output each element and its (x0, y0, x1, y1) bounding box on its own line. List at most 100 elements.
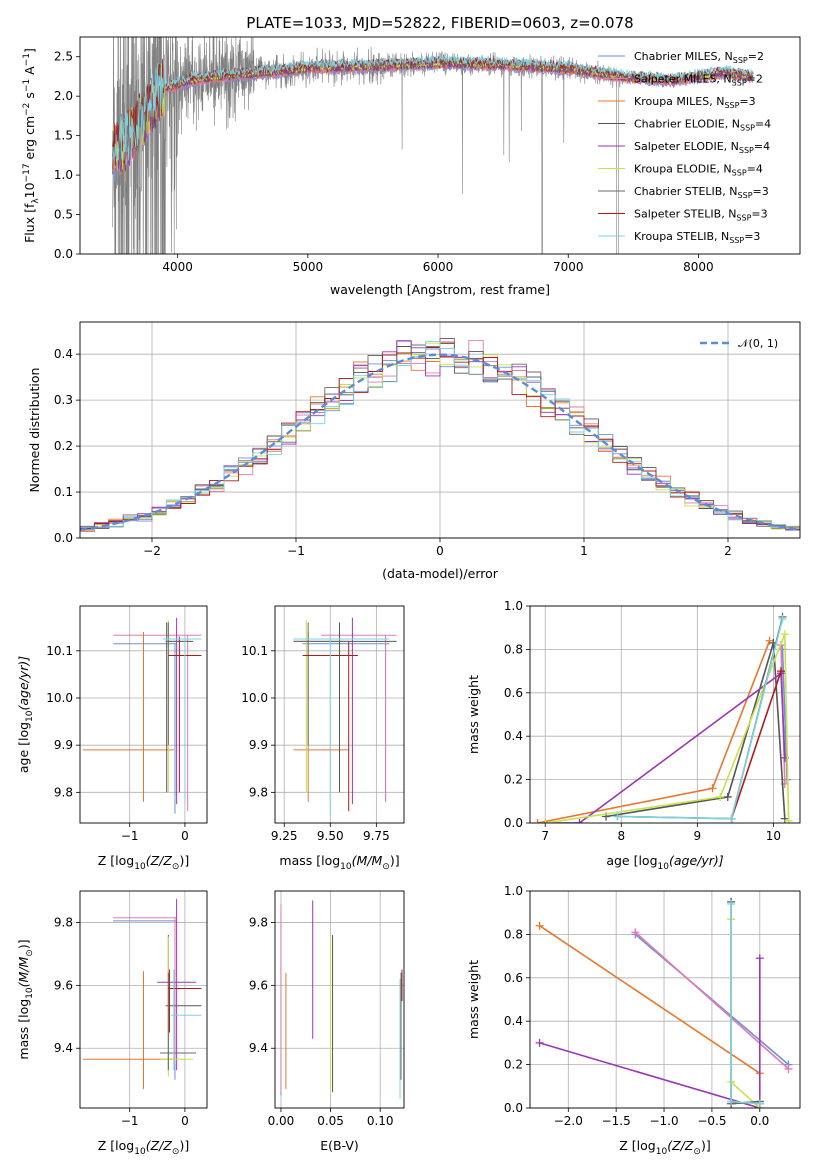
y-axis-label-part: mass [log (16, 999, 31, 1060)
legend-entry-n: =3 (744, 230, 760, 243)
y-tick-label: 0.6 (504, 686, 523, 700)
y-tick-label: 0.4 (504, 1014, 523, 1028)
legend-entry-label: Kroupa STELIB, N (634, 230, 729, 243)
gaussian-curve (80, 353, 798, 532)
x-axis-label-part: (Z/Z (146, 1138, 173, 1153)
weight-marker-chabrier_elodie (723, 792, 732, 801)
mass-vs-ebv-panel: 0.00 0.05 0.10 9.4 9.6 9.8 E(B-V) (249, 890, 405, 1153)
y-axis-label: mass weight (466, 675, 481, 754)
plot-area (82, 617, 202, 814)
y-tick-label: 0.0 (504, 1101, 523, 1115)
x-axis-label-part: 10 (656, 1147, 668, 1157)
x-axis-label-part: ⊙ (693, 1147, 701, 1157)
x-axis-label: Z [log10(Z/Z⊙)] (619, 1138, 710, 1157)
y-axis-label-part: −1 (22, 79, 32, 92)
axes-frame (79, 605, 208, 824)
y-axis-label-part: −1 (22, 53, 32, 66)
x-tick-label: 7 (541, 829, 549, 843)
weight-line-kroupa_stelib (617, 618, 784, 820)
model-spectrum-chabrier_stelib (112, 56, 754, 175)
y-tick-label: 0.8 (504, 927, 523, 941)
x-tick-label: 0 (181, 1114, 189, 1128)
x-axis-label-part: age [log (606, 853, 657, 868)
legend-entry-label: Kroupa ELODIE, N (634, 163, 732, 176)
weight-vs-metallicity-panel: −2.0 −1.5 −1.0 −0.5 0.0 0.0 0.2 0.4 0.6 0.8 1.0 Z [… (466, 884, 801, 1157)
axes-frame (274, 890, 405, 1109)
y-tick-label: 9.4 (249, 1041, 268, 1055)
y-tick-label: 0.4 (54, 347, 73, 361)
x-axis-label: Z [log10(Z/Z⊙)] (98, 1138, 189, 1157)
weight-marker-salpeter_miles (631, 928, 640, 937)
weight-marker-kroupa_stelib (778, 615, 787, 624)
y-tick-label: 10.1 (241, 644, 268, 658)
legend-entry-sub: SSP (724, 101, 739, 110)
x-tick-label: 0.0 (750, 1114, 769, 1128)
x-tick-label: 4000 (162, 260, 193, 274)
x-tick-label: 9 (694, 829, 702, 843)
y-tick-label: 9.8 (249, 785, 268, 799)
x-tick-label: 0 (181, 829, 189, 843)
plot-area (80, 338, 800, 532)
x-tick-label: 0.05 (317, 1114, 344, 1128)
x-tick-label: 6000 (423, 260, 454, 274)
x-tick-label: 2 (724, 544, 732, 558)
weight-line-kroupa_elodie (545, 633, 790, 823)
weight-line-kroupa_miles (537, 640, 771, 823)
x-tick-label: −1 (121, 1114, 139, 1128)
weight-line-kroupa_miles (539, 925, 761, 1074)
y-tick-label: 0.0 (54, 247, 73, 261)
x-tick-label: 10 (766, 829, 781, 843)
legend-entry-n: =4 (754, 140, 770, 153)
x-axis-label-part: ⊙ (172, 1147, 180, 1157)
plot-area (82, 898, 202, 1090)
model-spectrum-kroupa_stelib (112, 55, 754, 166)
y-tick-label: 0.2 (504, 773, 523, 787)
plot-area (535, 897, 793, 1108)
legend-entry-n: =3 (739, 95, 755, 108)
x-tick-label: 9.75 (363, 829, 390, 843)
x-tick-label: −1 (121, 829, 139, 843)
y-axis-label-part: )] (16, 939, 31, 949)
axes-frame (274, 605, 405, 824)
legend-entry-label: Chabrier ELODIE, N (634, 118, 740, 131)
y-axis-label-part: ⊙ (25, 949, 35, 957)
y-axis-label-part: s (22, 92, 37, 103)
y-tick-label: 0.8 (504, 642, 523, 656)
residual-histogram-kroupa_stelib (80, 341, 800, 531)
legend-entry-label: Chabrier STELIB, N (634, 185, 738, 198)
x-axis-label-part: Z [log (98, 853, 134, 868)
y-axis-label-part: 10 (22, 182, 37, 198)
legend-entry-label: Salpeter MILES, N (634, 73, 732, 86)
x-tick-label: −1.5 (602, 1114, 631, 1128)
y-tick-label: 0.5 (54, 208, 73, 222)
y-tick-label: 9.8 (54, 785, 73, 799)
x-tick-label: 0 (436, 544, 444, 558)
plot-area (533, 612, 793, 823)
weight-marker-kroupa_miles (535, 921, 544, 930)
axes-frame (79, 890, 208, 1109)
y-tick-label: 0.3 (54, 393, 73, 407)
axes-frame (529, 890, 801, 1109)
y-axis-label-part: A (22, 66, 37, 79)
x-axis-label: Z [log10(Z/Z⊙)] (98, 853, 189, 872)
y-tick-label: 9.8 (249, 915, 268, 929)
y-tick-label: 0.2 (504, 1058, 523, 1072)
legend-entry: Kroupa ELODIE, NSSP=4 (634, 163, 763, 178)
weight-marker-kroupa_miles (708, 784, 717, 793)
legend-entry: Salpeter STELIB, NSSP=3 (634, 208, 768, 223)
y-tick-label: 1.5 (54, 129, 73, 143)
y-tick-label: 10.0 (241, 691, 268, 705)
y-axis-label: Flux [fλ10−17 erg cm−2 s−1 A−1] (22, 48, 41, 243)
x-tick-label: −1 (287, 544, 305, 558)
weight-marker-salpeter_stelib (776, 667, 785, 676)
y-axis-label-part: −2 (22, 103, 32, 116)
legend-entry-n: =3 (751, 208, 767, 221)
mass-vs-metallicity-panel: −1 09.49.69.8Z [log10(Z/Z⊙)]mass [log10(M… (16, 890, 208, 1157)
weight-marker-salpeter_miles (784, 1064, 793, 1073)
legend-entry-sub: SSP (738, 191, 753, 200)
age-vs-mass-panel: 9.25 9.50 9.75 9.8 9.9 10.0 10.1 mass [log10(M/… (241, 605, 405, 872)
y-axis-label-part: Flux [f (22, 203, 37, 243)
legend-entry-sub: SSP (733, 56, 748, 65)
